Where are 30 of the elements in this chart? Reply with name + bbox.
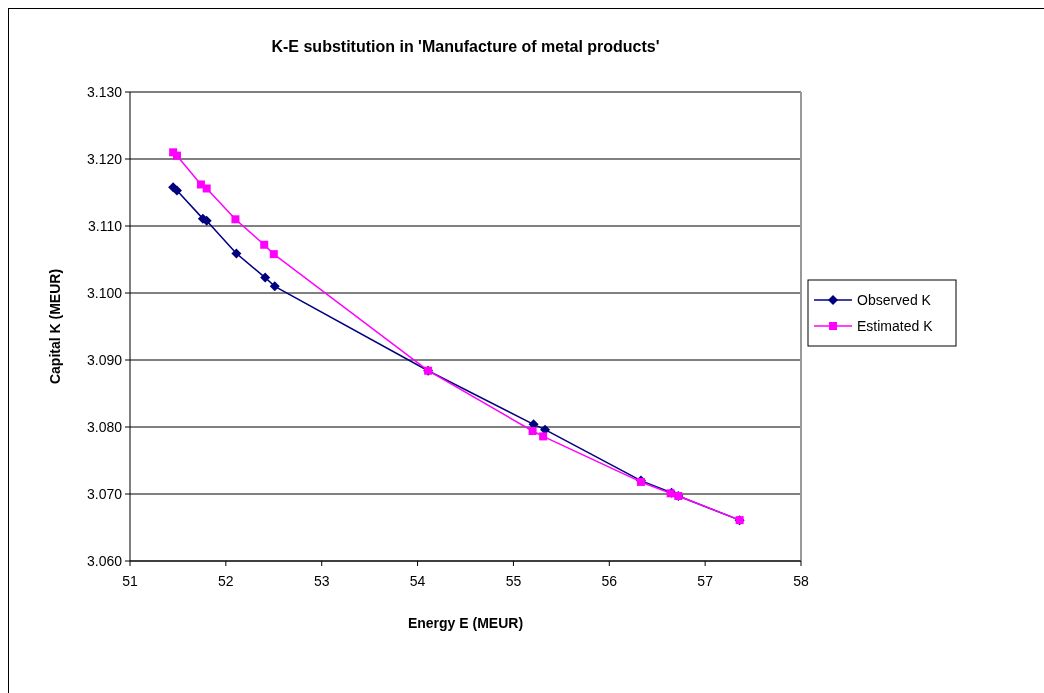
- x-tick-label: 55: [505, 573, 522, 589]
- chart-title: K-E substitution in 'Manufacture of metal products': [271, 38, 660, 55]
- point: [528, 427, 537, 436]
- y-tick-label: 3.110: [88, 217, 123, 234]
- legend-label: Observed K: [857, 291, 932, 308]
- x-tick-label: 58: [793, 573, 809, 589]
- point: [269, 250, 278, 259]
- point: [231, 215, 240, 224]
- x-axis-title: Energy E (MEUR): [407, 615, 524, 631]
- point: [260, 272, 271, 283]
- point: [231, 248, 242, 259]
- x-tick-label: 52: [218, 573, 234, 589]
- point: [260, 240, 269, 249]
- x-tick-label: 54: [409, 573, 426, 589]
- y-tick-label: 3.100: [86, 284, 123, 301]
- y-tick-label: 3.060: [86, 552, 123, 569]
- y-tick-label: 3.080: [86, 418, 123, 435]
- x-tick-label: 56: [601, 573, 618, 589]
- point: [269, 281, 280, 292]
- x-tick-label: 57: [697, 573, 714, 589]
- legend-label: Estimated K: [857, 317, 934, 334]
- x-tick-label: 53: [313, 573, 330, 589]
- y-tick-label: 3.090: [86, 351, 123, 368]
- y-tick-label: 3.070: [86, 485, 123, 502]
- y-axis-title: Capital K (MEUR): [47, 268, 63, 385]
- point: [202, 184, 211, 193]
- y-tick-label: 3.120: [86, 150, 123, 167]
- y-tick-label: 3.130: [86, 83, 123, 100]
- point: [539, 432, 548, 441]
- x-tick-label: 51: [122, 573, 138, 589]
